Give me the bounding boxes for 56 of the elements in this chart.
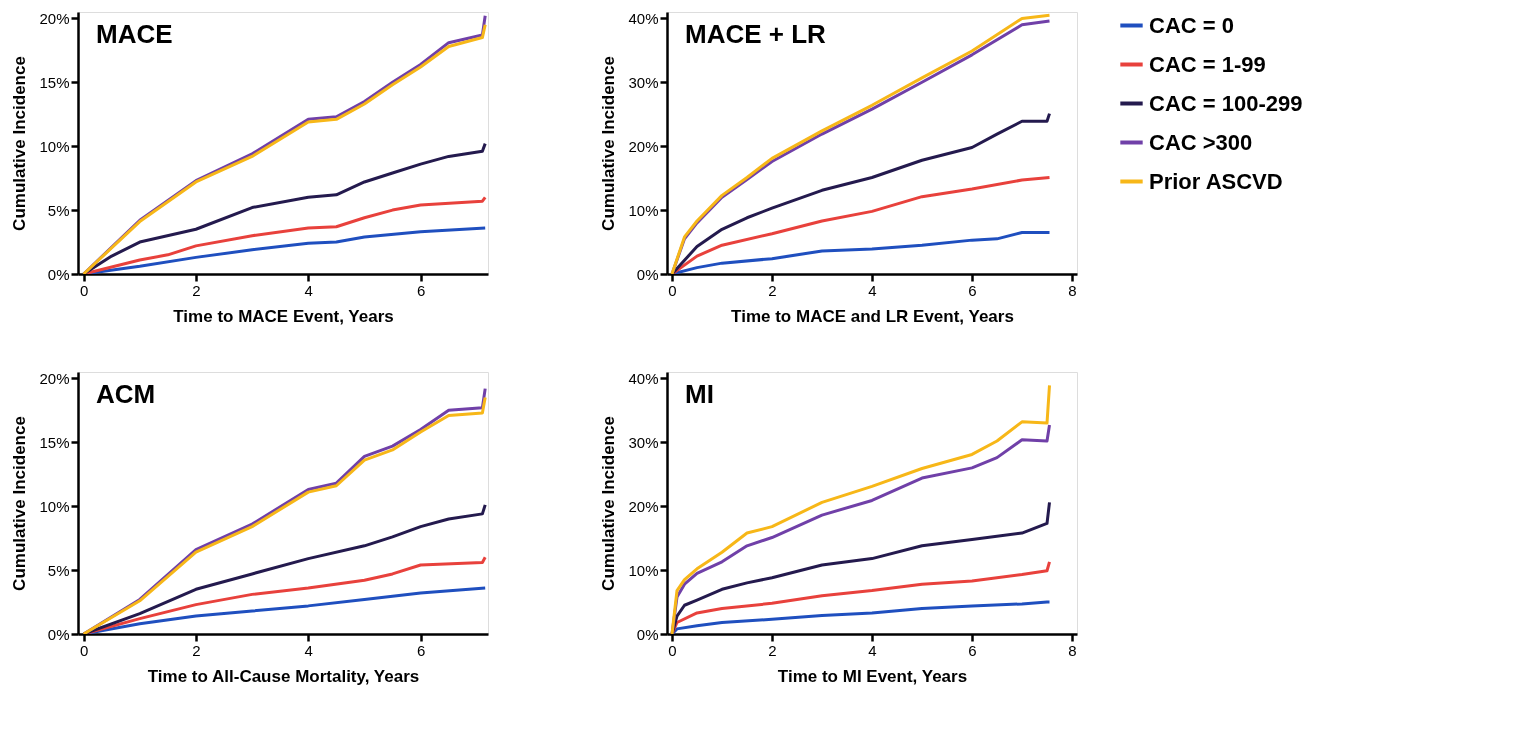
chart-title: MI <box>685 379 714 409</box>
x-tick-label: 4 <box>304 641 313 659</box>
x-tick-label: 0 <box>668 641 677 659</box>
y-tick-label: 15% <box>39 433 70 451</box>
legend-label: CAC = 100-299 <box>1149 90 1303 116</box>
legend-label: Prior ASCVD <box>1149 168 1283 194</box>
x-tick-label: 6 <box>416 281 426 299</box>
x-axis-title: Time to MACE Event, Years <box>173 306 394 326</box>
y-tick-label: 20% <box>628 137 659 155</box>
y-tick-label: 0% <box>47 265 70 283</box>
legend-label: CAC = 1-99 <box>1149 51 1266 77</box>
x-tick-label: 8 <box>1068 641 1077 659</box>
y-tick-label: 30% <box>628 433 659 451</box>
line-series <box>670 383 1051 634</box>
y-tick-label: 10% <box>39 137 70 155</box>
x-tick-label: 2 <box>768 281 777 299</box>
y-tick-label: 5% <box>47 561 70 579</box>
x-tick-label: 4 <box>868 641 877 659</box>
x-tick-label: 4 <box>304 281 313 299</box>
y-tick-label: 10% <box>39 497 70 515</box>
y-tick-label: 20% <box>39 369 70 387</box>
x-tick-label: 0 <box>79 641 89 659</box>
y-tick-label: 5% <box>47 201 70 219</box>
x-tick-label: 6 <box>968 641 977 659</box>
y-tick-label: 0% <box>636 625 659 643</box>
x-axis-title: Time to All-Cause Mortality, Years <box>147 666 420 686</box>
legend-label: CAC >300 <box>1149 129 1253 155</box>
chart-title: MACE <box>96 19 173 49</box>
y-tick-label: 20% <box>628 497 659 515</box>
y-tick-label: 10% <box>628 561 659 579</box>
chart-title: ACM <box>96 379 156 409</box>
y-axis-title: Cumulative Incidence <box>599 56 619 231</box>
chart-title: MACE + LR <box>685 19 827 49</box>
y-tick-label: 10% <box>628 201 659 219</box>
x-tick-label: 6 <box>416 641 426 659</box>
y-tick-label: 0% <box>636 265 659 283</box>
x-tick-label: 2 <box>768 641 777 659</box>
y-tick-label: 40% <box>628 369 659 387</box>
x-tick-label: 8 <box>1068 281 1077 299</box>
legend-label: CAC = 0 <box>1149 12 1234 38</box>
y-tick-label: 20% <box>39 9 70 27</box>
x-tick-label: 4 <box>868 281 877 299</box>
y-tick-label: 15% <box>39 73 70 91</box>
x-tick-label: 0 <box>668 281 677 299</box>
x-tick-label: 2 <box>192 281 201 299</box>
y-tick-label: 40% <box>628 9 659 27</box>
x-tick-label: 6 <box>968 281 977 299</box>
y-axis-title: Cumulative Incidence <box>10 416 30 591</box>
y-axis-title: Cumulative Incidence <box>10 56 30 231</box>
x-axis-title: Time to MACE and LR Event, Years <box>731 306 1014 326</box>
y-axis-title: Cumulative Incidence <box>599 416 619 591</box>
x-tick-label: 0 <box>79 281 89 299</box>
y-tick-label: 30% <box>628 73 659 91</box>
x-tick-label: 2 <box>192 641 201 659</box>
y-tick-label: 0% <box>47 625 70 643</box>
x-axis-title: Time to MI Event, Years <box>777 666 968 686</box>
